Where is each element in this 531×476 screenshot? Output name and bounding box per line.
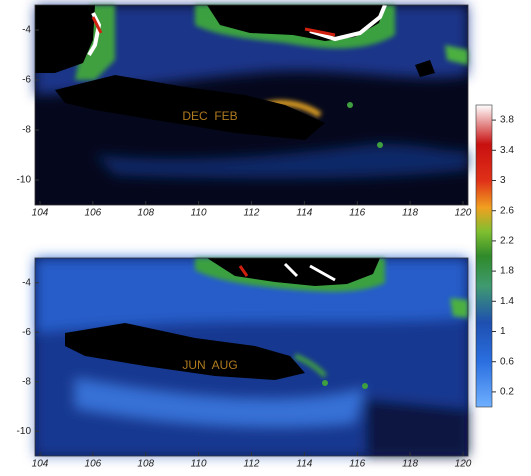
colorbar bbox=[476, 105, 492, 407]
map-annotation: JUN AUG bbox=[182, 358, 237, 372]
x-tick-label: 114 bbox=[296, 459, 312, 470]
x-tick-label: 108 bbox=[137, 459, 154, 470]
x-tick-label: 112 bbox=[244, 208, 260, 219]
map-panel bbox=[35, 5, 468, 205]
colorbar-tick-label: 1 bbox=[500, 326, 506, 337]
y-tick-label: -4 bbox=[22, 277, 31, 288]
map-panel bbox=[35, 258, 468, 456]
x-tick-label: 120 bbox=[455, 208, 472, 219]
x-tick-label: 110 bbox=[191, 459, 207, 470]
y-tick-label: -4 bbox=[22, 25, 31, 36]
colorbar-tick-label: 1.4 bbox=[500, 296, 514, 307]
colorbar-tick-label: 3 bbox=[500, 175, 506, 186]
x-tick-label: 106 bbox=[85, 459, 102, 470]
x-tick-label: 104 bbox=[32, 208, 49, 219]
x-tick-label: 110 bbox=[191, 208, 207, 219]
map-annotation: DEC FEB bbox=[182, 109, 237, 123]
y-tick-label: -8 bbox=[22, 376, 31, 387]
x-tick-label: 118 bbox=[402, 459, 418, 470]
figure: 104 106 108 110 112 114 116 118 120 -4 -6 -8 -10 DEC … bbox=[0, 0, 531, 471]
x-tick-label: 112 bbox=[244, 459, 260, 470]
colorbar-tick-label: 0.6 bbox=[500, 356, 514, 367]
y-tick-label: -6 bbox=[22, 75, 31, 86]
colorbar-tick-label: 1.8 bbox=[500, 266, 514, 277]
x-tick-label: 114 bbox=[296, 208, 312, 219]
x-tick-label: 106 bbox=[85, 208, 102, 219]
y-tick-label: -8 bbox=[22, 125, 31, 136]
x-tick-label: 108 bbox=[137, 208, 154, 219]
colorbar-tick-label: 2.6 bbox=[500, 205, 514, 216]
x-tick-label: 104 bbox=[32, 459, 49, 470]
colorbar-tick-label: 3.8 bbox=[500, 115, 514, 126]
y-tick-label: -10 bbox=[17, 175, 32, 186]
colorbar-tick-label: 2.2 bbox=[500, 236, 514, 247]
x-tick-label: 120 bbox=[455, 459, 472, 470]
x-tick-label: 116 bbox=[349, 208, 365, 219]
y-tick-label: -10 bbox=[17, 426, 32, 437]
colorbar-tick-label: 0.2 bbox=[500, 387, 514, 398]
x-tick-label: 118 bbox=[402, 208, 418, 219]
y-tick-label: -6 bbox=[22, 327, 31, 338]
x-tick-label: 116 bbox=[349, 459, 365, 470]
colorbar-tick-label: 3.4 bbox=[500, 145, 514, 156]
